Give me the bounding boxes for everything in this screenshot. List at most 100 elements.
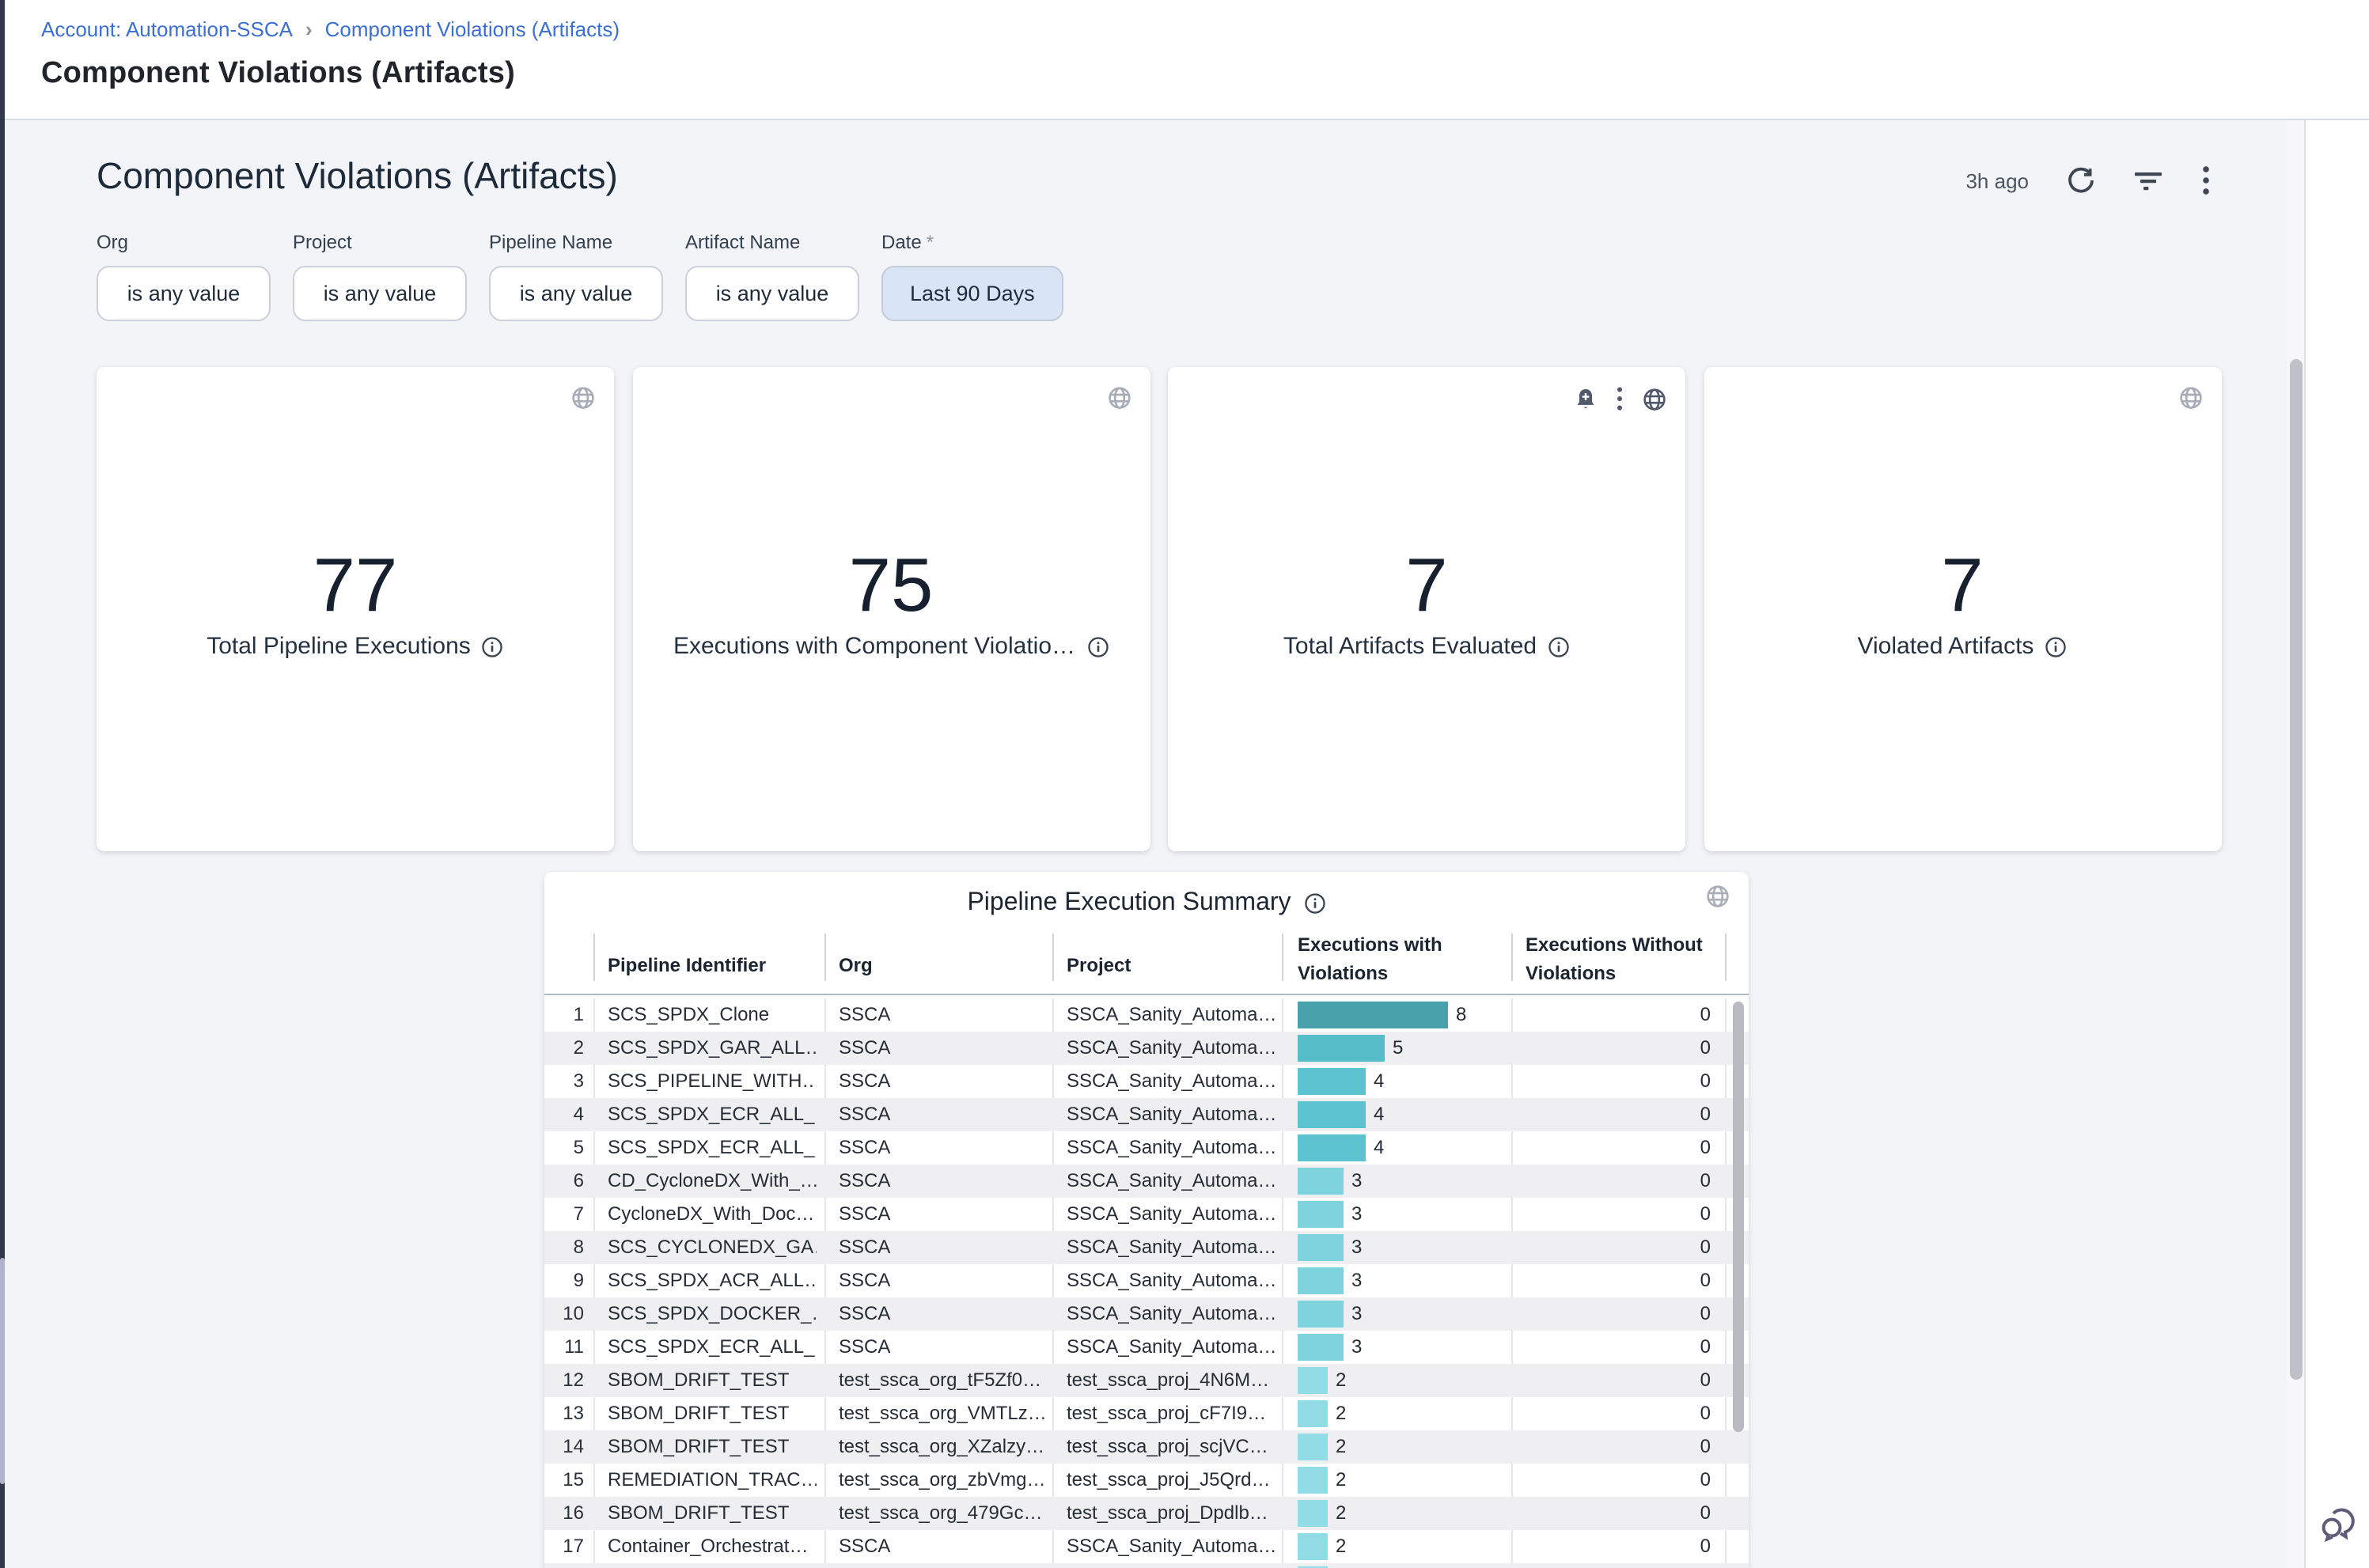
violations-bar[interactable] [1298,1134,1366,1161]
table-row[interactable]: 16SBOM_DRIFT_TESTtest_ssca_org_479Gc…tes… [544,1496,1749,1529]
dashboard-menu-button[interactable] [2201,165,2211,196]
info-icon[interactable] [1304,892,1326,915]
table-column-header[interactable]: Executions with Violations [1298,930,1488,987]
pipeline-identifier-cell[interactable]: SCS_PIPELINE_WITH… [608,1064,817,1097]
column-separator [1282,934,1283,981]
violations-bar[interactable] [1298,1267,1344,1293]
table-row[interactable]: 8SCS_CYCLONEDX_GA…SSCASSCA_Sanity_Automa… [544,1230,1749,1263]
table-row[interactable]: 6CD_CycloneDX_With_…SSCASSCA_Sanity_Auto… [544,1164,1749,1197]
violations-bar[interactable] [1298,1067,1366,1094]
table-row[interactable] [544,1562,1749,1568]
violations-bar[interactable] [1298,1200,1344,1227]
violations-bar[interactable] [1298,1100,1366,1127]
pipeline-identifier-cell[interactable]: CycloneDX_With_Doc… [608,1197,817,1230]
table-row[interactable]: 13SBOM_DRIFT_TESTtest_ssca_org_VMTLz…tes… [544,1396,1749,1430]
pipeline-identifier-cell[interactable]: SCS_SPDX_ACR_ALL… [608,1263,817,1297]
pipeline-identifier-cell[interactable]: SBOM_DRIFT_TEST [608,1363,817,1396]
pipeline-identifier-cell[interactable]: SBOM_DRIFT_TEST [608,1430,817,1463]
info-icon[interactable] [482,635,504,657]
pipeline-identifier-cell[interactable]: SCS_SPDX_GAR_ALL… [608,1031,817,1064]
refresh-button[interactable] [2067,166,2095,195]
sidenav-scrollbar-thumb[interactable] [0,1258,5,1484]
info-icon[interactable] [2045,635,2067,657]
dashboard-filters-button[interactable] [2133,168,2163,193]
table-column-header[interactable]: Org [839,951,1046,979]
kebab-menu-icon[interactable] [1616,386,1624,411]
required-asterisk: * [927,231,934,253]
violations-bar[interactable] [1298,1366,1328,1393]
page-scrollbar[interactable] [2287,120,2304,1568]
table-row[interactable]: 2SCS_SPDX_GAR_ALL…SSCASSCA_Sanity_Automa… [544,1031,1749,1064]
violations-bar[interactable] [1298,1167,1344,1194]
filter-value-chip[interactable]: is any value [489,266,663,321]
table-row[interactable]: 3SCS_PIPELINE_WITH…SSCASSCA_Sanity_Autom… [544,1064,1749,1097]
table-row[interactable]: 15REMEDIATION_TRAC…test_ssca_org_zbVmg…t… [544,1463,1749,1496]
table-row[interactable]: 12SBOM_DRIFT_TESTtest_ssca_org_tF5Zf0…te… [544,1363,1749,1396]
pipeline-identifier-cell[interactable]: SCS_SPDX_ECR_ALL_… [608,1131,817,1164]
violations-bar[interactable] [1298,1532,1328,1559]
table-row[interactable]: 5SCS_SPDX_ECR_ALL_…SSCASSCA_Sanity_Autom… [544,1131,1749,1164]
globe-icon[interactable] [2178,386,2202,410]
globe-icon[interactable] [1706,884,1730,908]
violations-bar[interactable] [1298,1300,1344,1327]
pipeline-identifier-cell[interactable]: Container_Orchestrat… [608,1529,817,1562]
table-column-header[interactable]: Pipeline Identifier [608,951,817,979]
violations-bar[interactable] [1298,1233,1344,1260]
pipeline-identifier-cell[interactable]: SCS_SPDX_Clone [608,998,817,1031]
filter-group-project: Projectis any value [293,231,467,321]
table-row[interactable]: 14SBOM_DRIFT_TESTtest_ssca_org_XZalzy…te… [544,1430,1749,1463]
globe-icon[interactable] [1643,387,1666,411]
collapsed-sidenav[interactable] [0,0,5,1568]
executions-without-violations-cell: 0 [1510,1430,1711,1463]
globe-icon[interactable] [1107,386,1131,410]
bell-plus-icon[interactable] [1575,387,1597,411]
pipeline-identifier-cell[interactable] [608,1562,817,1568]
table-scrollbar-thumb[interactable] [1732,1001,1743,1431]
violations-bar[interactable] [1298,1433,1328,1460]
table-row[interactable]: 10SCS_SPDX_DOCKER_…SSCASSCA_Sanity_Autom… [544,1297,1749,1330]
table-row[interactable]: 11SCS_SPDX_ECR_ALL_…SSCASSCA_Sanity_Auto… [544,1330,1749,1363]
info-icon[interactable] [1548,635,1570,657]
executions-with-violations-cell: 3 [1282,1197,1510,1230]
pipeline-identifier-cell[interactable]: SBOM_DRIFT_TEST [608,1496,817,1529]
violations-bar[interactable] [1298,1499,1328,1526]
pipeline-identifier-cell[interactable]: SCS_SPDX_ECR_ALL_… [608,1097,817,1131]
info-icon[interactable] [1086,635,1109,657]
executions-with-violations-cell [1282,1562,1510,1568]
pipeline-identifier-cell[interactable]: REMEDIATION_TRAC… [608,1463,817,1496]
table-row[interactable]: 7CycloneDX_With_Doc…SSCASSCA_Sanity_Auto… [544,1197,1749,1230]
filter-value-chip[interactable]: is any value [685,266,859,321]
breadcrumb-account-link[interactable]: Account: Automation-SSCA [41,17,293,41]
card-icons [2178,386,2202,410]
org-cell: SSCA [839,1297,1046,1330]
pipeline-identifier-cell[interactable]: SCS_SPDX_DOCKER_… [608,1297,817,1330]
table-row[interactable]: 4SCS_SPDX_ECR_ALL_…SSCASSCA_Sanity_Autom… [544,1097,1749,1131]
pipeline-identifier-cell[interactable]: SBOM_DRIFT_TEST [608,1396,817,1430]
dashboard-toolbar: 3h ago [1965,165,2211,196]
violations-bar[interactable] [1298,1399,1328,1426]
violations-bar[interactable] [1298,1001,1448,1028]
row-number-cell: 5 [544,1131,584,1164]
violations-bar[interactable] [1298,1034,1385,1061]
violations-bar-value: 3 [1351,1164,1362,1197]
project-cell: SSCA_Sanity_Automa… [1067,1164,1275,1197]
filter-value-chip[interactable]: is any value [97,266,271,321]
support-chat-button[interactable] [2317,1500,2361,1544]
violations-bar[interactable] [1298,1466,1328,1493]
table-column-header[interactable]: Project [1067,951,1275,979]
table-row[interactable]: 1SCS_SPDX_CloneSSCASSCA_Sanity_Automa…80 [544,998,1749,1031]
violations-bar[interactable] [1298,1333,1344,1360]
breadcrumb-page-link[interactable]: Component Violations (Artifacts) [325,17,620,41]
pipeline-identifier-cell[interactable]: SCS_CYCLONEDX_GA… [608,1230,817,1263]
filter-value-chip[interactable]: is any value [293,266,467,321]
row-number-cell: 16 [544,1496,584,1529]
pipeline-identifier-cell[interactable]: SCS_SPDX_ECR_ALL_… [608,1330,817,1363]
pipeline-identifier-cell[interactable]: CD_CycloneDX_With_… [608,1164,817,1197]
table-column-header[interactable]: Executions Without Violations [1526,930,1725,987]
table-row[interactable]: 9SCS_SPDX_ACR_ALL…SSCASSCA_Sanity_Automa… [544,1263,1749,1297]
globe-icon[interactable] [571,386,595,410]
filter-value-chip[interactable]: Last 90 Days [881,266,1063,321]
table-row[interactable]: 17Container_Orchestrat…SSCASSCA_Sanity_A… [544,1529,1749,1562]
page-scrollbar-thumb[interactable] [2289,359,2302,1380]
row-number-cell: 3 [544,1064,584,1097]
